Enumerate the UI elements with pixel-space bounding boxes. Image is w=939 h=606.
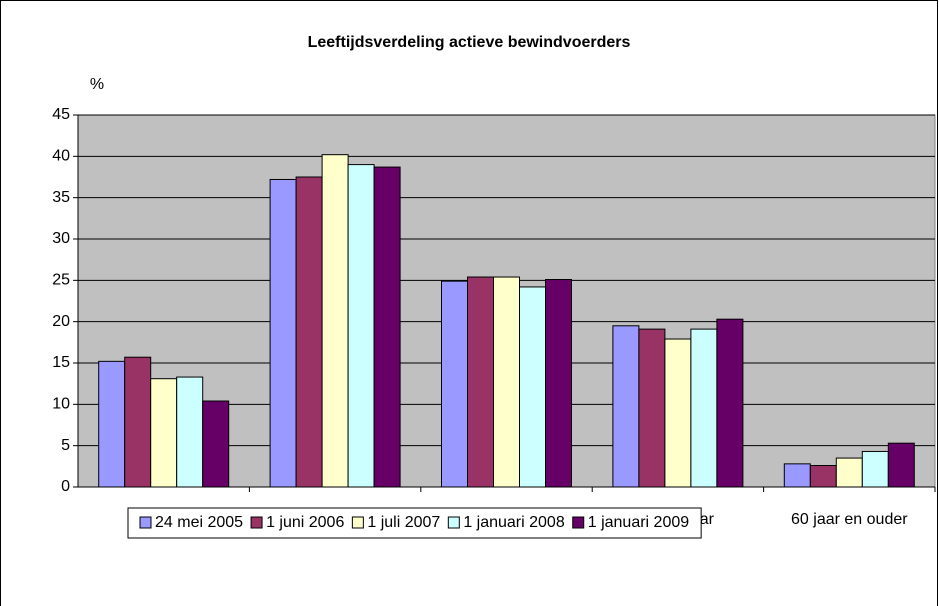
- bar: [124, 356, 152, 488]
- bar: [202, 400, 230, 488]
- legend-label: 1 januari 2008: [463, 514, 565, 531]
- bar: [347, 164, 375, 488]
- legend-label: 1 juli 2007: [367, 514, 440, 531]
- y-tick-label: 35: [52, 189, 70, 206]
- bar: [612, 325, 640, 488]
- bar: [519, 286, 546, 488]
- bar: [690, 328, 718, 488]
- legend-label: 24 mei 2005: [155, 514, 243, 531]
- bar: [295, 176, 323, 488]
- x-tick-label: 60 jaar en ouder: [791, 511, 908, 528]
- bar: [835, 457, 863, 488]
- bar: [716, 318, 744, 488]
- y-tick-label: 40: [52, 148, 70, 165]
- bar: [664, 338, 692, 488]
- legend-box: [127, 507, 702, 539]
- bar: [467, 276, 494, 488]
- y-axis-label: %: [90, 76, 104, 93]
- bar: [493, 276, 520, 488]
- y-tick-label: 15: [52, 354, 70, 371]
- bar: [150, 378, 178, 488]
- bar: [176, 376, 204, 488]
- bar: [861, 450, 889, 488]
- legend-label: 1 januari 2009: [588, 514, 690, 531]
- y-tick-label: 5: [61, 437, 70, 454]
- y-tick-label: 10: [52, 396, 70, 413]
- y-tick-label: 30: [52, 230, 70, 247]
- y-tick-label: 0: [61, 478, 70, 495]
- bar: [783, 463, 811, 488]
- y-tick-label: 25: [52, 272, 70, 289]
- bar: [321, 154, 349, 488]
- bar: [887, 442, 915, 488]
- bar: [373, 166, 401, 488]
- y-tick-label: 20: [52, 313, 70, 330]
- bar: [809, 465, 837, 488]
- legend-swatch: [351, 516, 364, 529]
- chart-title: Leeftijdsverdeling actieve bewindvoerder…: [308, 34, 631, 51]
- legend-swatch: [447, 516, 460, 529]
- legend-swatch: [572, 516, 585, 529]
- legend-swatch: [139, 516, 152, 529]
- bar: [269, 178, 297, 488]
- bar: [98, 360, 126, 488]
- y-tick-label: 45: [52, 106, 70, 123]
- bar: [441, 280, 468, 488]
- bar: [638, 328, 666, 488]
- legend-swatch: [250, 516, 263, 529]
- legend-label: 1 juni 2006: [266, 514, 344, 531]
- bar: [545, 279, 572, 488]
